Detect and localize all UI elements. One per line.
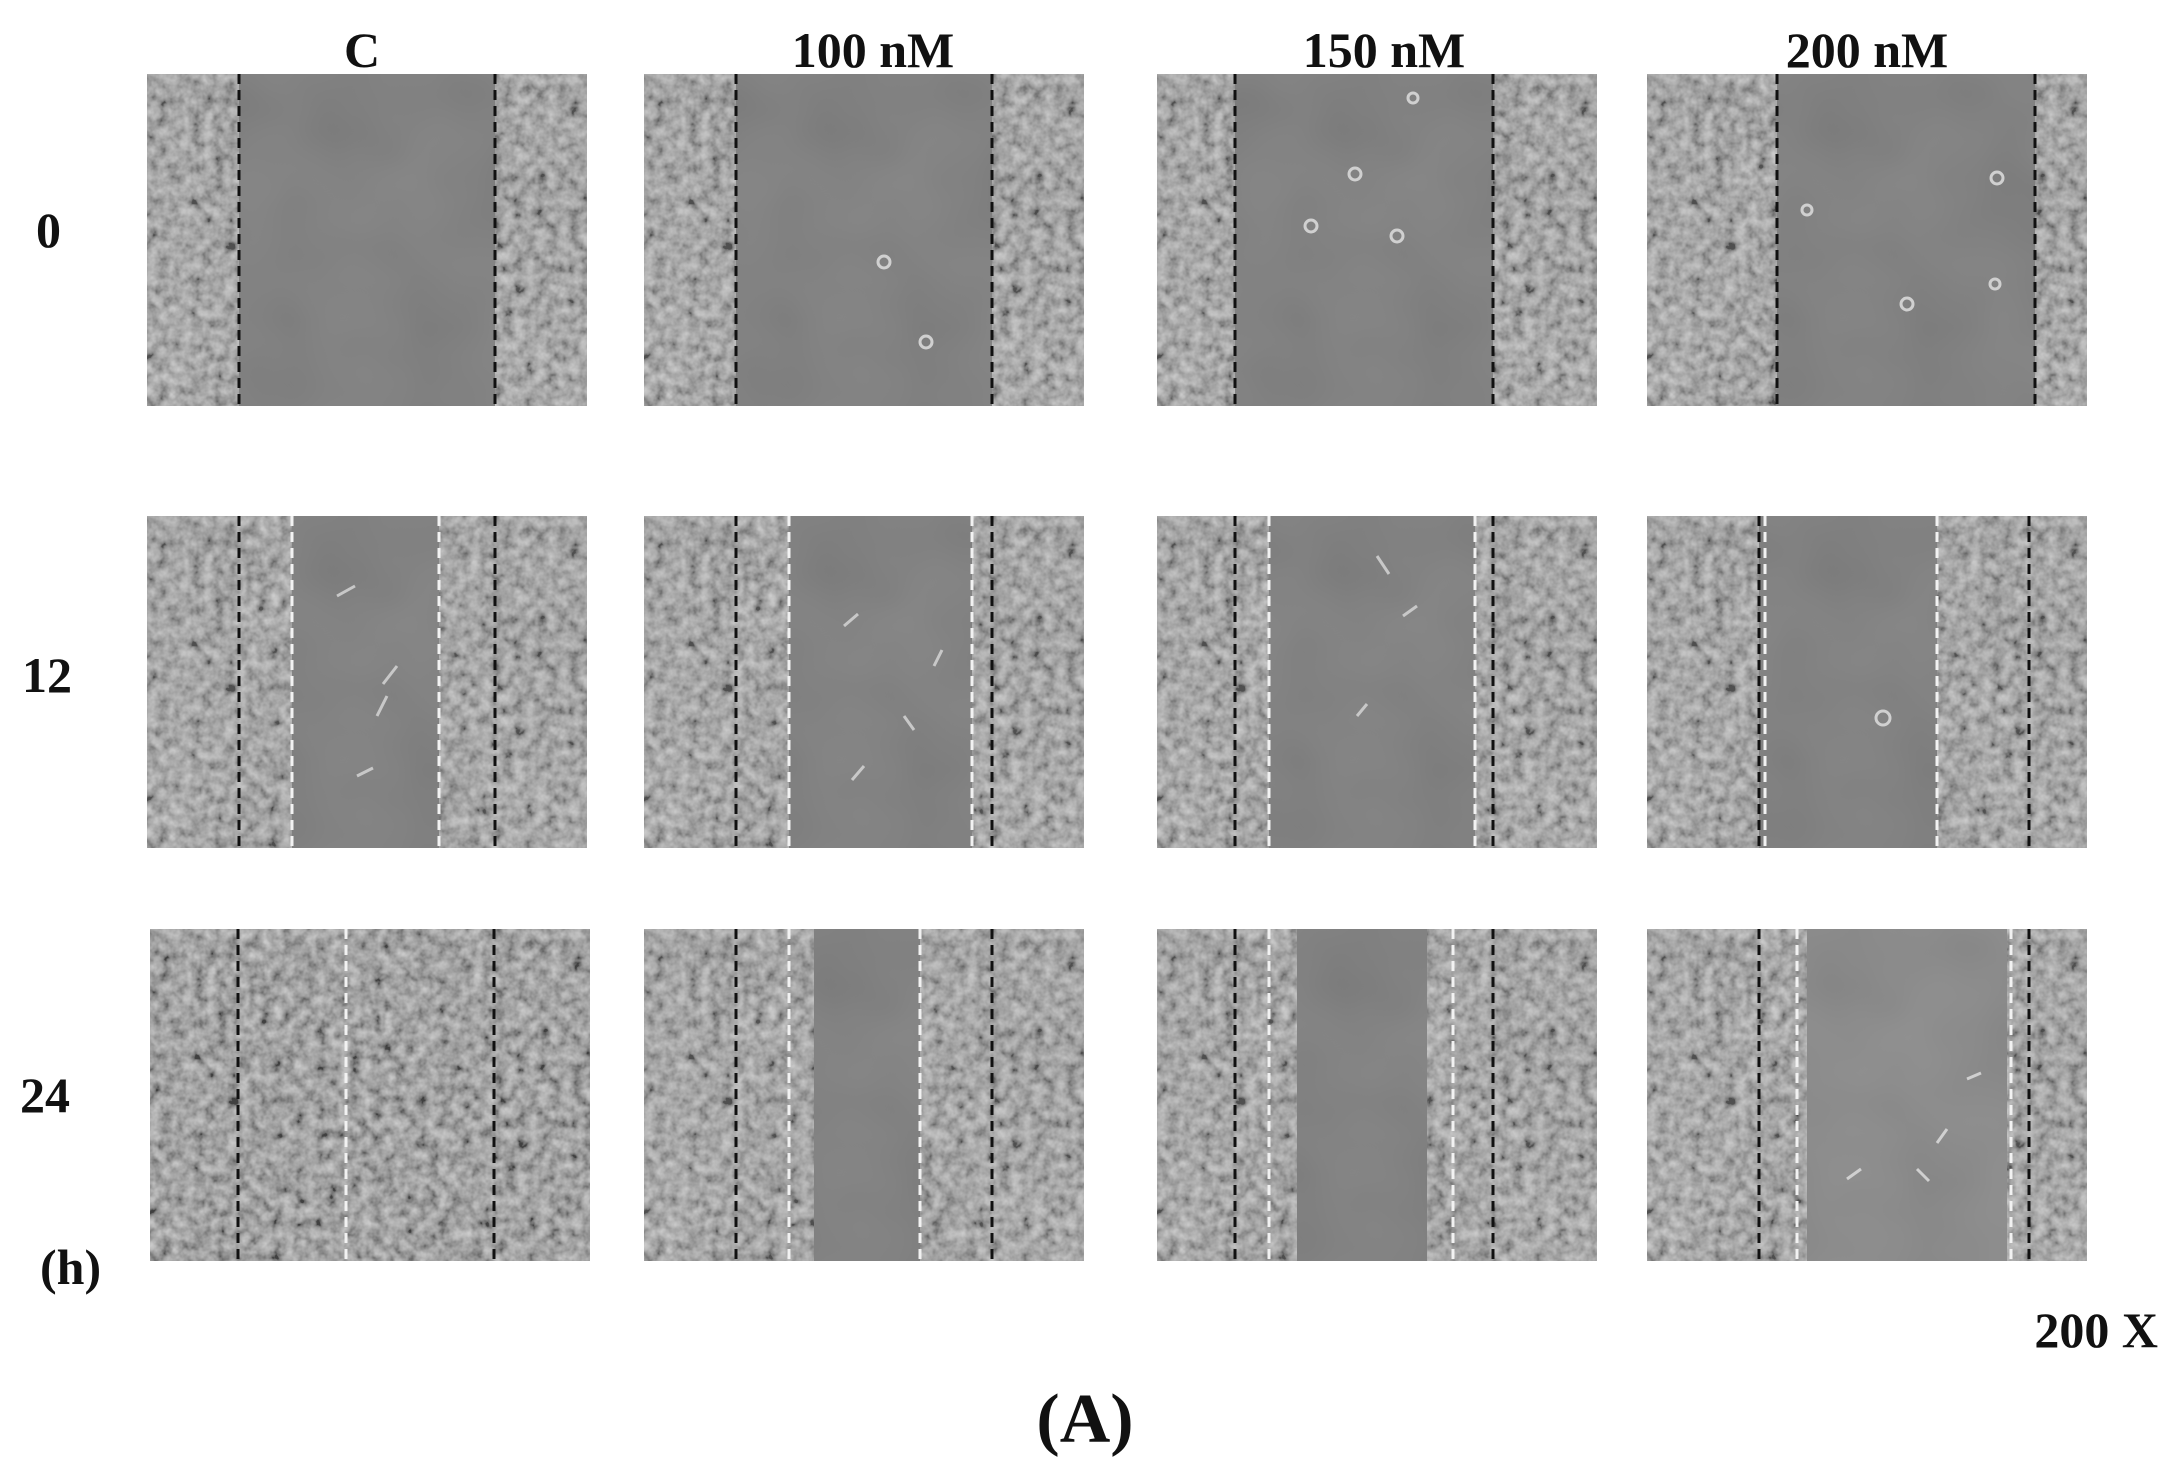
column-header-100nm: 100 nM — [791, 22, 955, 78]
time-unit-label: (h) — [40, 1239, 102, 1295]
micrograph-control-0h — [147, 74, 587, 406]
micrograph-200nm-12h — [1647, 516, 2087, 848]
micrograph-100nm-12h — [644, 516, 1084, 848]
micrograph-control-12h — [147, 516, 587, 848]
micrograph-150nm-12h — [1157, 516, 1597, 848]
magnification-label: 200 X — [2034, 1302, 2158, 1358]
micrograph-150nm-24h — [1157, 929, 1597, 1261]
micrograph-200nm-24h — [1647, 929, 2087, 1261]
micrograph-100nm-24h — [644, 929, 1084, 1261]
micrograph-control-24h — [150, 929, 590, 1261]
column-header-control: C — [343, 22, 381, 78]
micrograph-100nm-0h — [644, 74, 1084, 406]
micrograph-150nm-0h — [1157, 74, 1597, 406]
row-header-0h: 0 — [36, 202, 61, 258]
column-header-150nm: 150 nM — [1302, 22, 1466, 78]
row-header-12h: 12 — [22, 647, 72, 703]
row-header-24h: 24 — [20, 1067, 70, 1123]
column-header-200nm: 200 nM — [1785, 22, 1949, 78]
micrograph-200nm-0h — [1647, 74, 2087, 406]
panel-letter: (A) — [1036, 1381, 1134, 1458]
